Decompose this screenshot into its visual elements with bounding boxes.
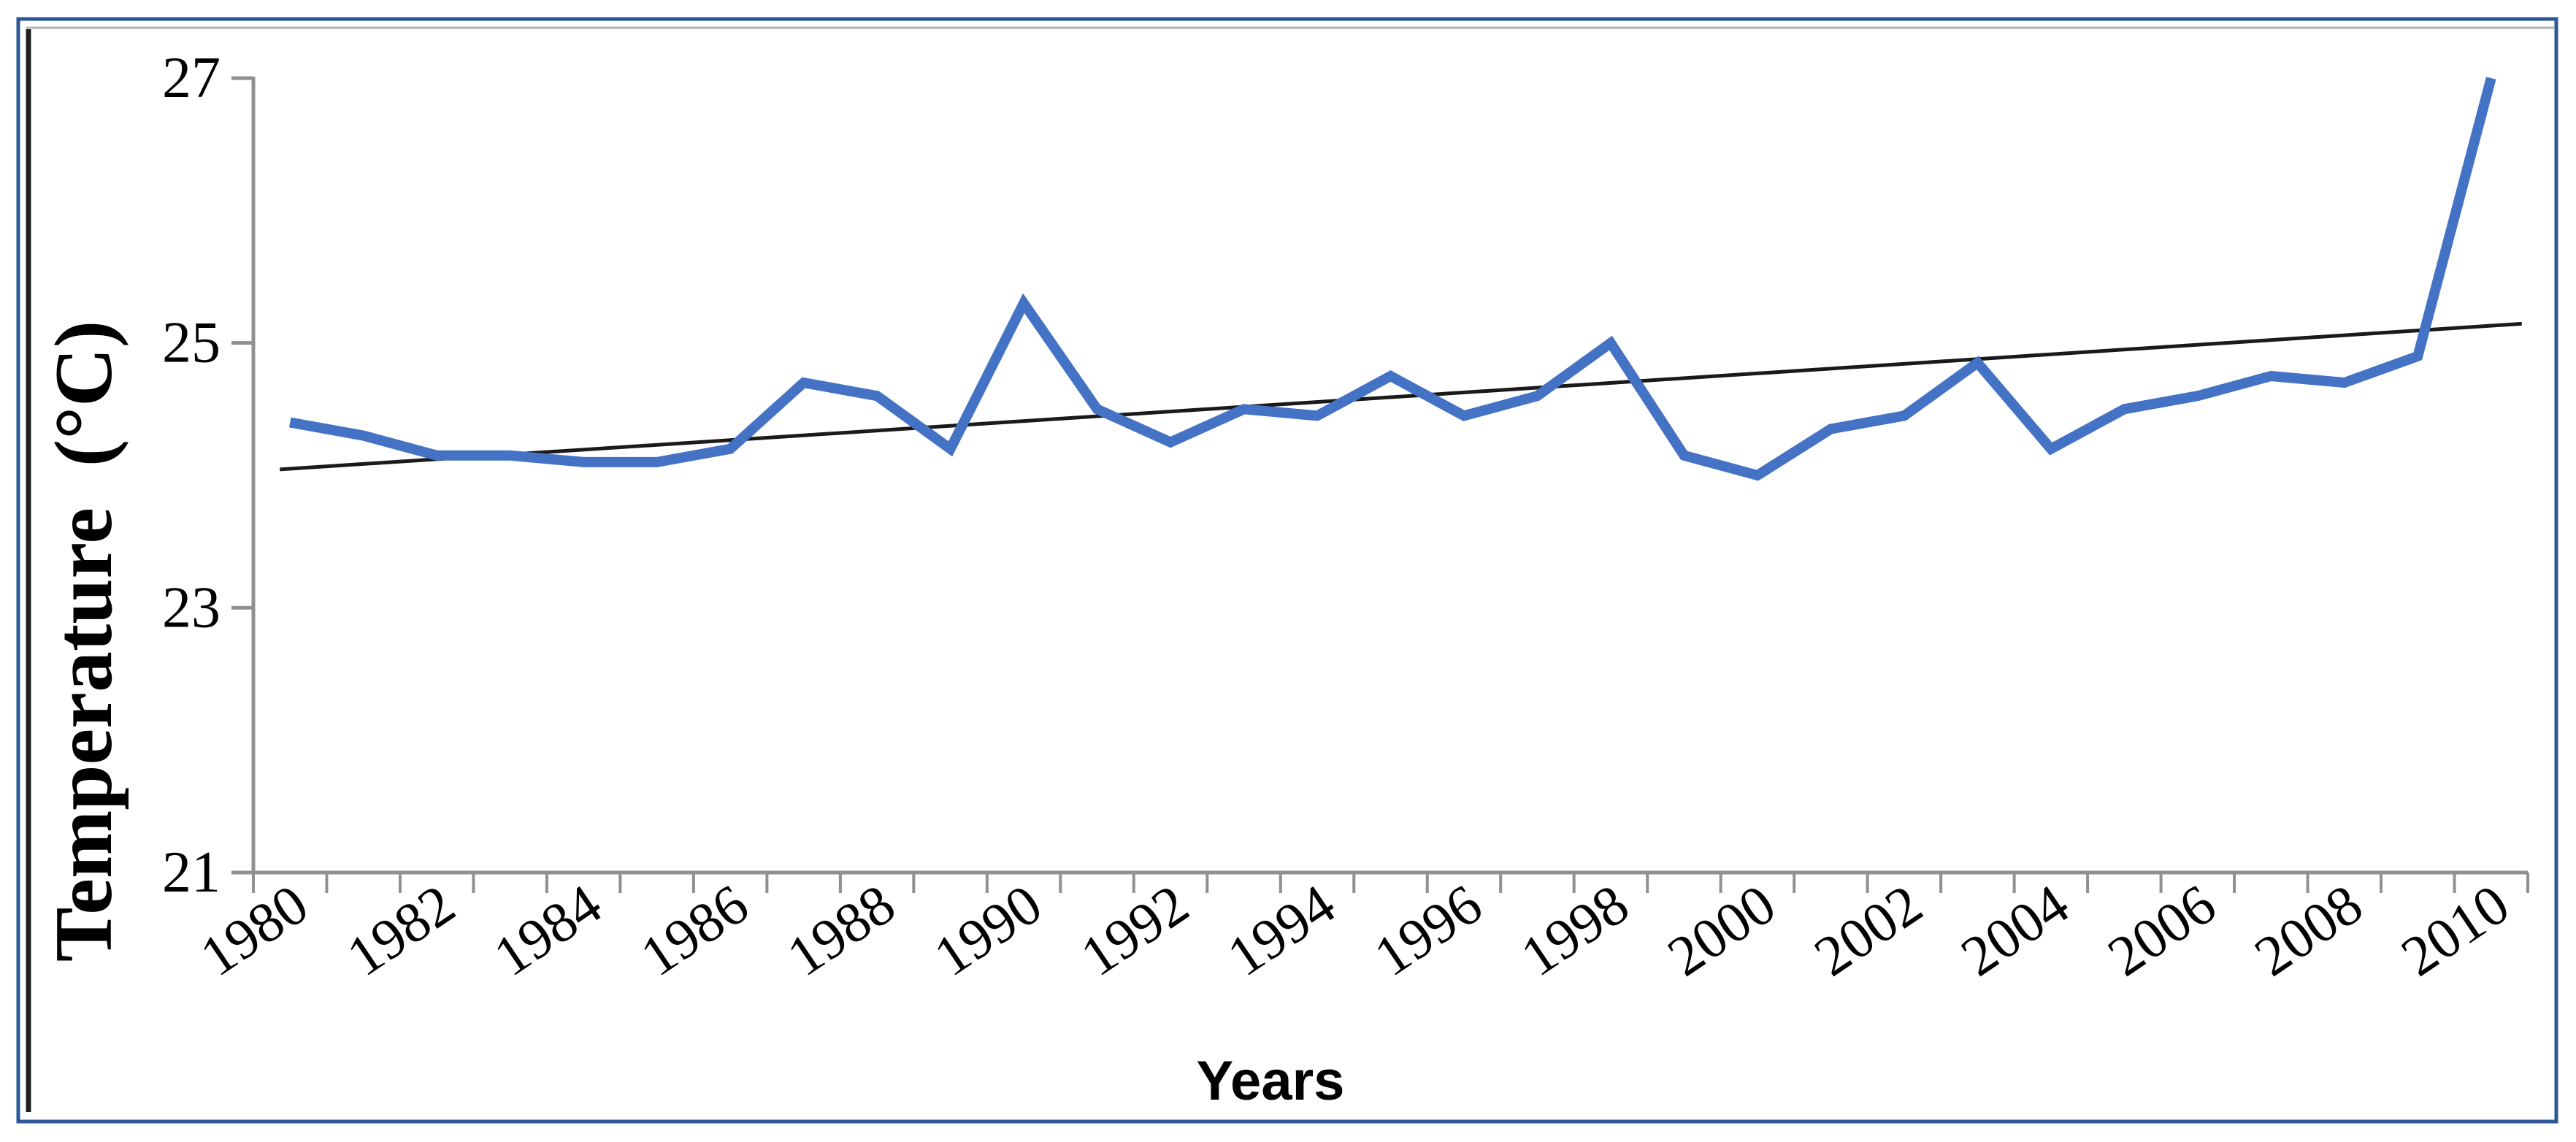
y-axis-tick-labels: 21 23 25 27 <box>162 46 221 905</box>
figure-border <box>16 17 2558 1124</box>
temperature-series-line <box>288 77 2496 481</box>
y-tick-label: 27 <box>162 46 221 110</box>
x-axis-title: Years <box>1197 1050 1345 1112</box>
y-tick-label: 23 <box>162 575 221 640</box>
y-axis-title: Temperature (°C) <box>39 321 129 962</box>
y-tick-label: 25 <box>162 311 221 375</box>
x-axis-ticks <box>252 873 2529 893</box>
y-axis-ticks <box>231 76 253 875</box>
trendline <box>280 321 2522 472</box>
y-tick-label: 21 <box>162 840 221 905</box>
